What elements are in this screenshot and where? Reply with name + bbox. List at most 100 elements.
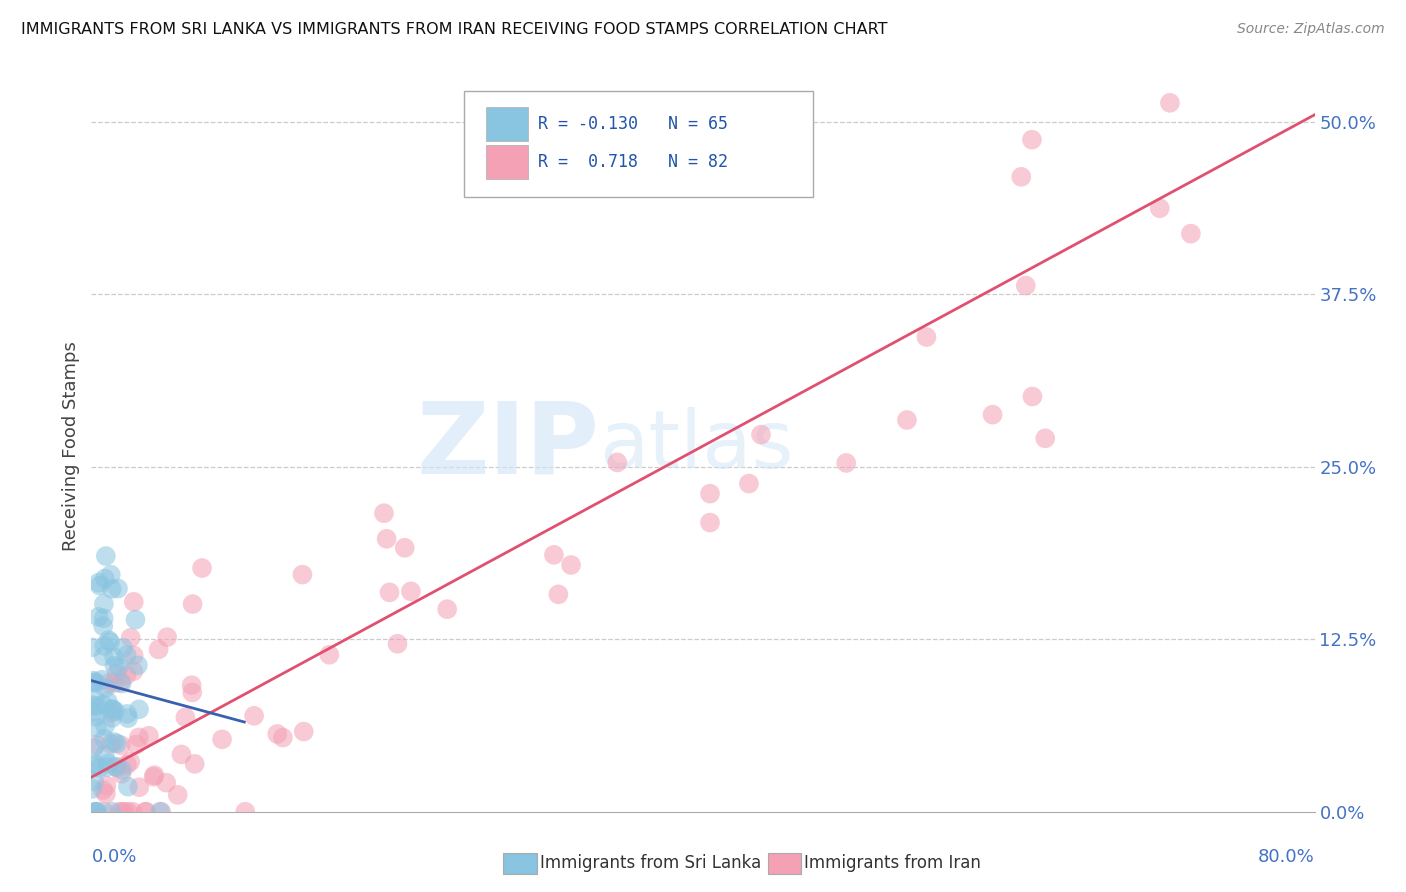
Point bbox=[243, 708, 266, 723]
Point bbox=[115, 668, 138, 682]
Point bbox=[149, 805, 172, 819]
Point bbox=[125, 738, 148, 752]
Point bbox=[101, 702, 124, 716]
Point bbox=[122, 595, 145, 609]
Point bbox=[291, 567, 314, 582]
Point bbox=[292, 724, 315, 739]
Point bbox=[105, 760, 128, 774]
Point bbox=[191, 561, 214, 575]
FancyBboxPatch shape bbox=[464, 91, 813, 197]
Point bbox=[86, 721, 108, 735]
Point bbox=[87, 610, 110, 624]
Point bbox=[100, 567, 122, 582]
Point bbox=[82, 673, 104, 688]
Point bbox=[150, 805, 173, 819]
Point bbox=[84, 805, 107, 819]
Text: IMMIGRANTS FROM SRI LANKA VS IMMIGRANTS FROM IRAN RECEIVING FOOD STAMPS CORRELAT: IMMIGRANTS FROM SRI LANKA VS IMMIGRANTS … bbox=[21, 22, 887, 37]
Text: 0.0%: 0.0% bbox=[91, 848, 136, 866]
Point bbox=[436, 602, 458, 616]
Point bbox=[560, 558, 582, 572]
Point bbox=[738, 476, 761, 491]
Point bbox=[183, 756, 205, 771]
Point bbox=[399, 584, 422, 599]
Point bbox=[606, 455, 628, 469]
Point bbox=[699, 486, 721, 500]
Point bbox=[103, 676, 125, 690]
Point bbox=[117, 711, 139, 725]
Point bbox=[90, 673, 112, 687]
Point bbox=[101, 702, 124, 716]
Point bbox=[89, 579, 111, 593]
Point bbox=[387, 637, 409, 651]
Point bbox=[110, 738, 132, 752]
Point bbox=[103, 658, 125, 673]
Point bbox=[375, 532, 398, 546]
Point bbox=[108, 805, 131, 819]
Point bbox=[108, 660, 131, 674]
Point bbox=[378, 585, 401, 599]
Text: ZIP: ZIP bbox=[416, 398, 599, 494]
Point bbox=[101, 711, 124, 725]
Text: Immigrants from Iran: Immigrants from Iran bbox=[804, 855, 981, 872]
Point bbox=[547, 587, 569, 601]
Point bbox=[111, 640, 134, 655]
Point bbox=[1149, 201, 1171, 215]
Point bbox=[135, 805, 157, 819]
Point bbox=[104, 704, 127, 718]
Point bbox=[97, 756, 120, 771]
Point bbox=[82, 640, 104, 655]
Point bbox=[128, 702, 150, 716]
Point bbox=[211, 732, 233, 747]
Point bbox=[1033, 431, 1056, 445]
Point bbox=[117, 780, 139, 794]
Point bbox=[107, 582, 129, 596]
Point bbox=[93, 597, 115, 611]
Point bbox=[91, 619, 114, 633]
Point bbox=[105, 666, 128, 681]
Point bbox=[373, 506, 395, 520]
Point bbox=[181, 685, 204, 699]
Point bbox=[128, 780, 150, 795]
Point bbox=[83, 740, 105, 755]
Point bbox=[96, 760, 118, 774]
Point bbox=[180, 678, 202, 692]
Point bbox=[318, 648, 340, 662]
Text: R =  0.718   N = 82: R = 0.718 N = 82 bbox=[538, 153, 728, 171]
Point bbox=[100, 805, 122, 819]
FancyBboxPatch shape bbox=[486, 145, 529, 179]
Point bbox=[394, 541, 416, 555]
Point bbox=[122, 648, 145, 663]
Point bbox=[543, 548, 565, 562]
Point bbox=[749, 427, 772, 442]
Point bbox=[89, 761, 111, 775]
Point bbox=[115, 757, 138, 772]
Point bbox=[87, 575, 110, 590]
Point bbox=[128, 731, 150, 745]
Point bbox=[1010, 169, 1032, 184]
Point bbox=[86, 805, 108, 819]
Point bbox=[114, 805, 136, 819]
Point bbox=[101, 706, 124, 720]
Point bbox=[84, 690, 107, 705]
Text: Immigrants from Sri Lanka: Immigrants from Sri Lanka bbox=[540, 855, 761, 872]
Point bbox=[120, 631, 142, 645]
Point bbox=[915, 330, 938, 344]
Point bbox=[266, 727, 288, 741]
Point bbox=[84, 738, 107, 752]
Point bbox=[120, 755, 142, 769]
Point bbox=[82, 781, 104, 796]
Text: Source: ZipAtlas.com: Source: ZipAtlas.com bbox=[1237, 22, 1385, 37]
Point bbox=[82, 705, 104, 719]
Point bbox=[93, 747, 115, 762]
Point bbox=[94, 572, 117, 586]
Point bbox=[111, 763, 134, 777]
Point bbox=[98, 635, 121, 649]
Point bbox=[94, 719, 117, 733]
Point bbox=[93, 649, 115, 664]
Point bbox=[86, 805, 108, 819]
Point bbox=[127, 658, 149, 673]
Point bbox=[103, 650, 125, 665]
Point bbox=[115, 648, 138, 663]
Point bbox=[110, 676, 132, 690]
Point bbox=[100, 737, 122, 751]
